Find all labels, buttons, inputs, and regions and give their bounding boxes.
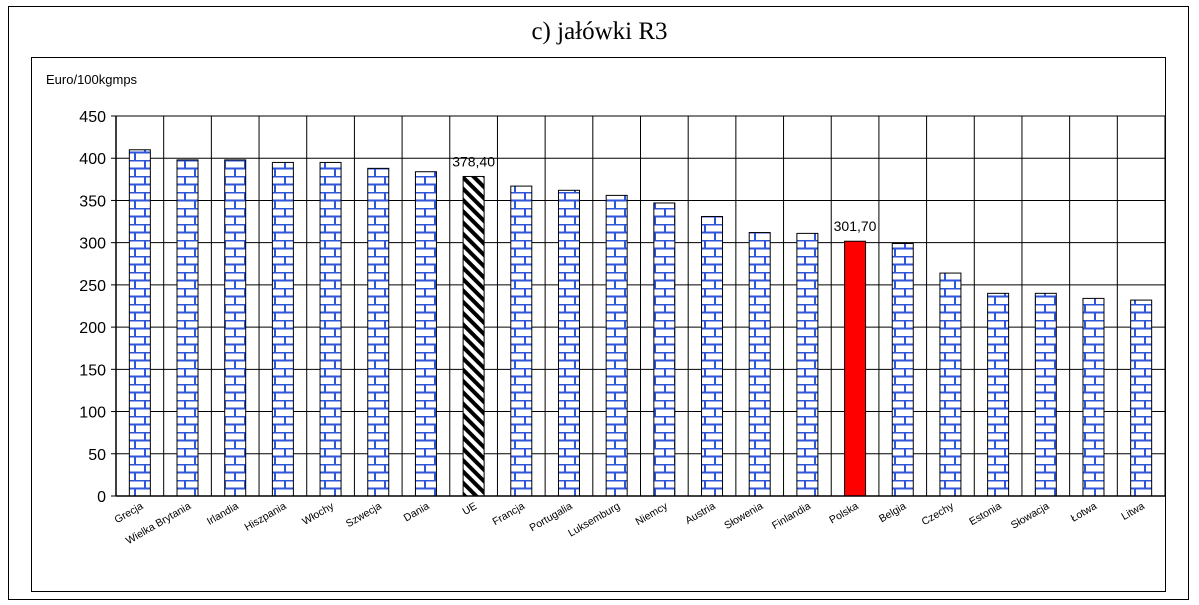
- x-tick-label: Estonia: [967, 500, 1003, 528]
- x-tick-label: Luksemburg: [566, 500, 622, 539]
- bar-litwa: [1130, 299, 1153, 497]
- y-tick-label: 100: [79, 405, 106, 422]
- x-tick-label: Dania: [402, 500, 432, 524]
- chart-title: c) jałówki R3: [531, 18, 668, 45]
- bar-słowenia: [748, 232, 771, 497]
- x-tick-label: Belgia: [877, 500, 908, 525]
- y-tick-label: 250: [79, 278, 106, 295]
- bar-czechy: [939, 272, 962, 497]
- y-tick-label: 50: [88, 447, 106, 464]
- x-tick-label: Czechy: [920, 500, 957, 528]
- x-tick-label: Łotwa: [1069, 500, 1099, 524]
- bar-wielka-brytania: [176, 159, 199, 497]
- x-tick-label: Włochy: [300, 500, 336, 528]
- bar-niemcy: [653, 202, 676, 497]
- plot-area-border: [31, 57, 1166, 592]
- x-tick-label: Litwa: [1119, 500, 1146, 523]
- x-tick-label: Finlandia: [770, 500, 813, 532]
- bar-szwecja: [367, 167, 390, 497]
- bar-grecja: [128, 149, 151, 497]
- bar-austria: [701, 215, 724, 497]
- bar-portugalia: [557, 189, 580, 497]
- bar-dania: [414, 171, 437, 497]
- y-tick-label: 450: [79, 109, 106, 126]
- bar-finlandia: [796, 232, 819, 497]
- bar-francja: [510, 185, 533, 497]
- x-tick-label: Austria: [683, 500, 717, 527]
- bar-słowacja: [1034, 292, 1057, 497]
- y-tick-label: 400: [79, 151, 106, 168]
- data-label: 378,40: [452, 153, 495, 169]
- bar-irlandia: [224, 159, 247, 497]
- x-tick-label: UE: [460, 500, 479, 518]
- bar-włochy: [319, 161, 342, 497]
- bar-ue: [462, 175, 485, 497]
- bar-łotwa: [1082, 297, 1105, 497]
- bar-estonia: [987, 292, 1010, 497]
- x-tick-label: Polska: [827, 500, 860, 526]
- x-tick-label: Grecja: [113, 500, 146, 526]
- data-label: 301,70: [834, 218, 877, 234]
- y-tick-label: 150: [79, 362, 106, 379]
- bar-belgia: [891, 243, 914, 497]
- x-tick-label: Słowenia: [722, 500, 765, 532]
- x-tick-label: Słowacja: [1009, 500, 1052, 531]
- y-tick-label: 300: [79, 236, 106, 253]
- bar-hiszpania: [271, 161, 294, 497]
- bar-luksemburg: [605, 194, 628, 497]
- y-tick-label: 200: [79, 320, 106, 337]
- x-tick-label: Francja: [490, 500, 526, 528]
- y-tick-label: 0: [97, 489, 106, 506]
- y-axis-label: Euro/100kgmps: [46, 72, 138, 87]
- y-tick-label: 350: [79, 193, 106, 210]
- bar-polska: [844, 240, 867, 497]
- x-tick-label: Szwecja: [344, 500, 384, 530]
- x-tick-label: Niemcy: [634, 500, 671, 528]
- x-tick-label: Irlandia: [205, 500, 241, 528]
- x-tick-label: Hiszpania: [242, 500, 288, 534]
